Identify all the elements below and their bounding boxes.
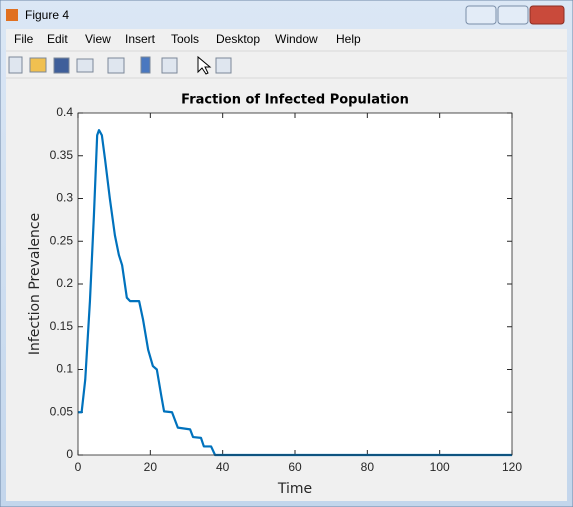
tool-colorbar[interactable] [140, 56, 151, 74]
tool-new[interactable] [8, 56, 23, 74]
menu-item[interactable]: Tools [171, 32, 199, 46]
x-tick-label: 40 [216, 460, 230, 474]
menu-item[interactable]: Window [275, 32, 318, 46]
toolbar [8, 55, 232, 75]
y-axis-label: Infection Prevalence [27, 213, 43, 355]
minimize-button[interactable] [465, 5, 497, 25]
x-tick-label: 100 [430, 460, 450, 474]
window-title: Figure 4 [25, 8, 69, 22]
close-button[interactable] [529, 5, 565, 25]
y-tick-label: 0.25 [50, 233, 74, 247]
menu-item[interactable]: File [14, 32, 34, 46]
axes-box [77, 112, 513, 456]
menu-item[interactable]: Edit [47, 32, 68, 46]
x-tick-label: 0 [75, 460, 82, 474]
x-tick-label: 80 [361, 460, 375, 474]
x-tick-label: 20 [144, 460, 158, 474]
y-tick-label: 0.4 [56, 105, 73, 119]
y-tick-label: 0.05 [50, 404, 74, 418]
app-icon [6, 9, 18, 21]
tool-legend[interactable] [161, 57, 178, 74]
y-tick-label: 0.15 [50, 319, 74, 333]
x-axis-label: Time [277, 481, 312, 497]
tool-open[interactable] [29, 57, 47, 73]
tool-pointer[interactable] [197, 55, 212, 75]
axes-background [78, 113, 512, 455]
y-tick-label: 0.2 [56, 276, 73, 290]
y-tick-label: 0.3 [56, 191, 73, 205]
tool-print[interactable] [76, 58, 94, 73]
menu-item[interactable]: Insert [125, 32, 156, 46]
menu-item[interactable]: View [85, 32, 111, 46]
tool-save[interactable] [53, 57, 70, 74]
y-tick-label: 0.1 [56, 362, 73, 376]
maximize-button[interactable] [497, 5, 529, 25]
plot: 0 20 40 60 80 100 120 0 0.05 0.1 0.15 0.2 0.25 0.3 0.3… [50, 105, 523, 474]
x-tick-label: 60 [288, 460, 302, 474]
x-tick-label: 120 [502, 460, 522, 474]
y-tick-label: 0.35 [50, 148, 74, 162]
tool-link[interactable] [107, 57, 125, 74]
menu-item[interactable]: Desktop [216, 32, 260, 46]
data-line [78, 129, 512, 457]
chart-title: Fraction of Infected Population [181, 93, 409, 108]
menu-item[interactable]: Help [336, 32, 361, 46]
y-tick-label: 0 [66, 447, 73, 461]
menu-bar: File Edit View Insert Tools Desktop Window Help [14, 32, 361, 46]
tool-property[interactable] [215, 57, 232, 74]
